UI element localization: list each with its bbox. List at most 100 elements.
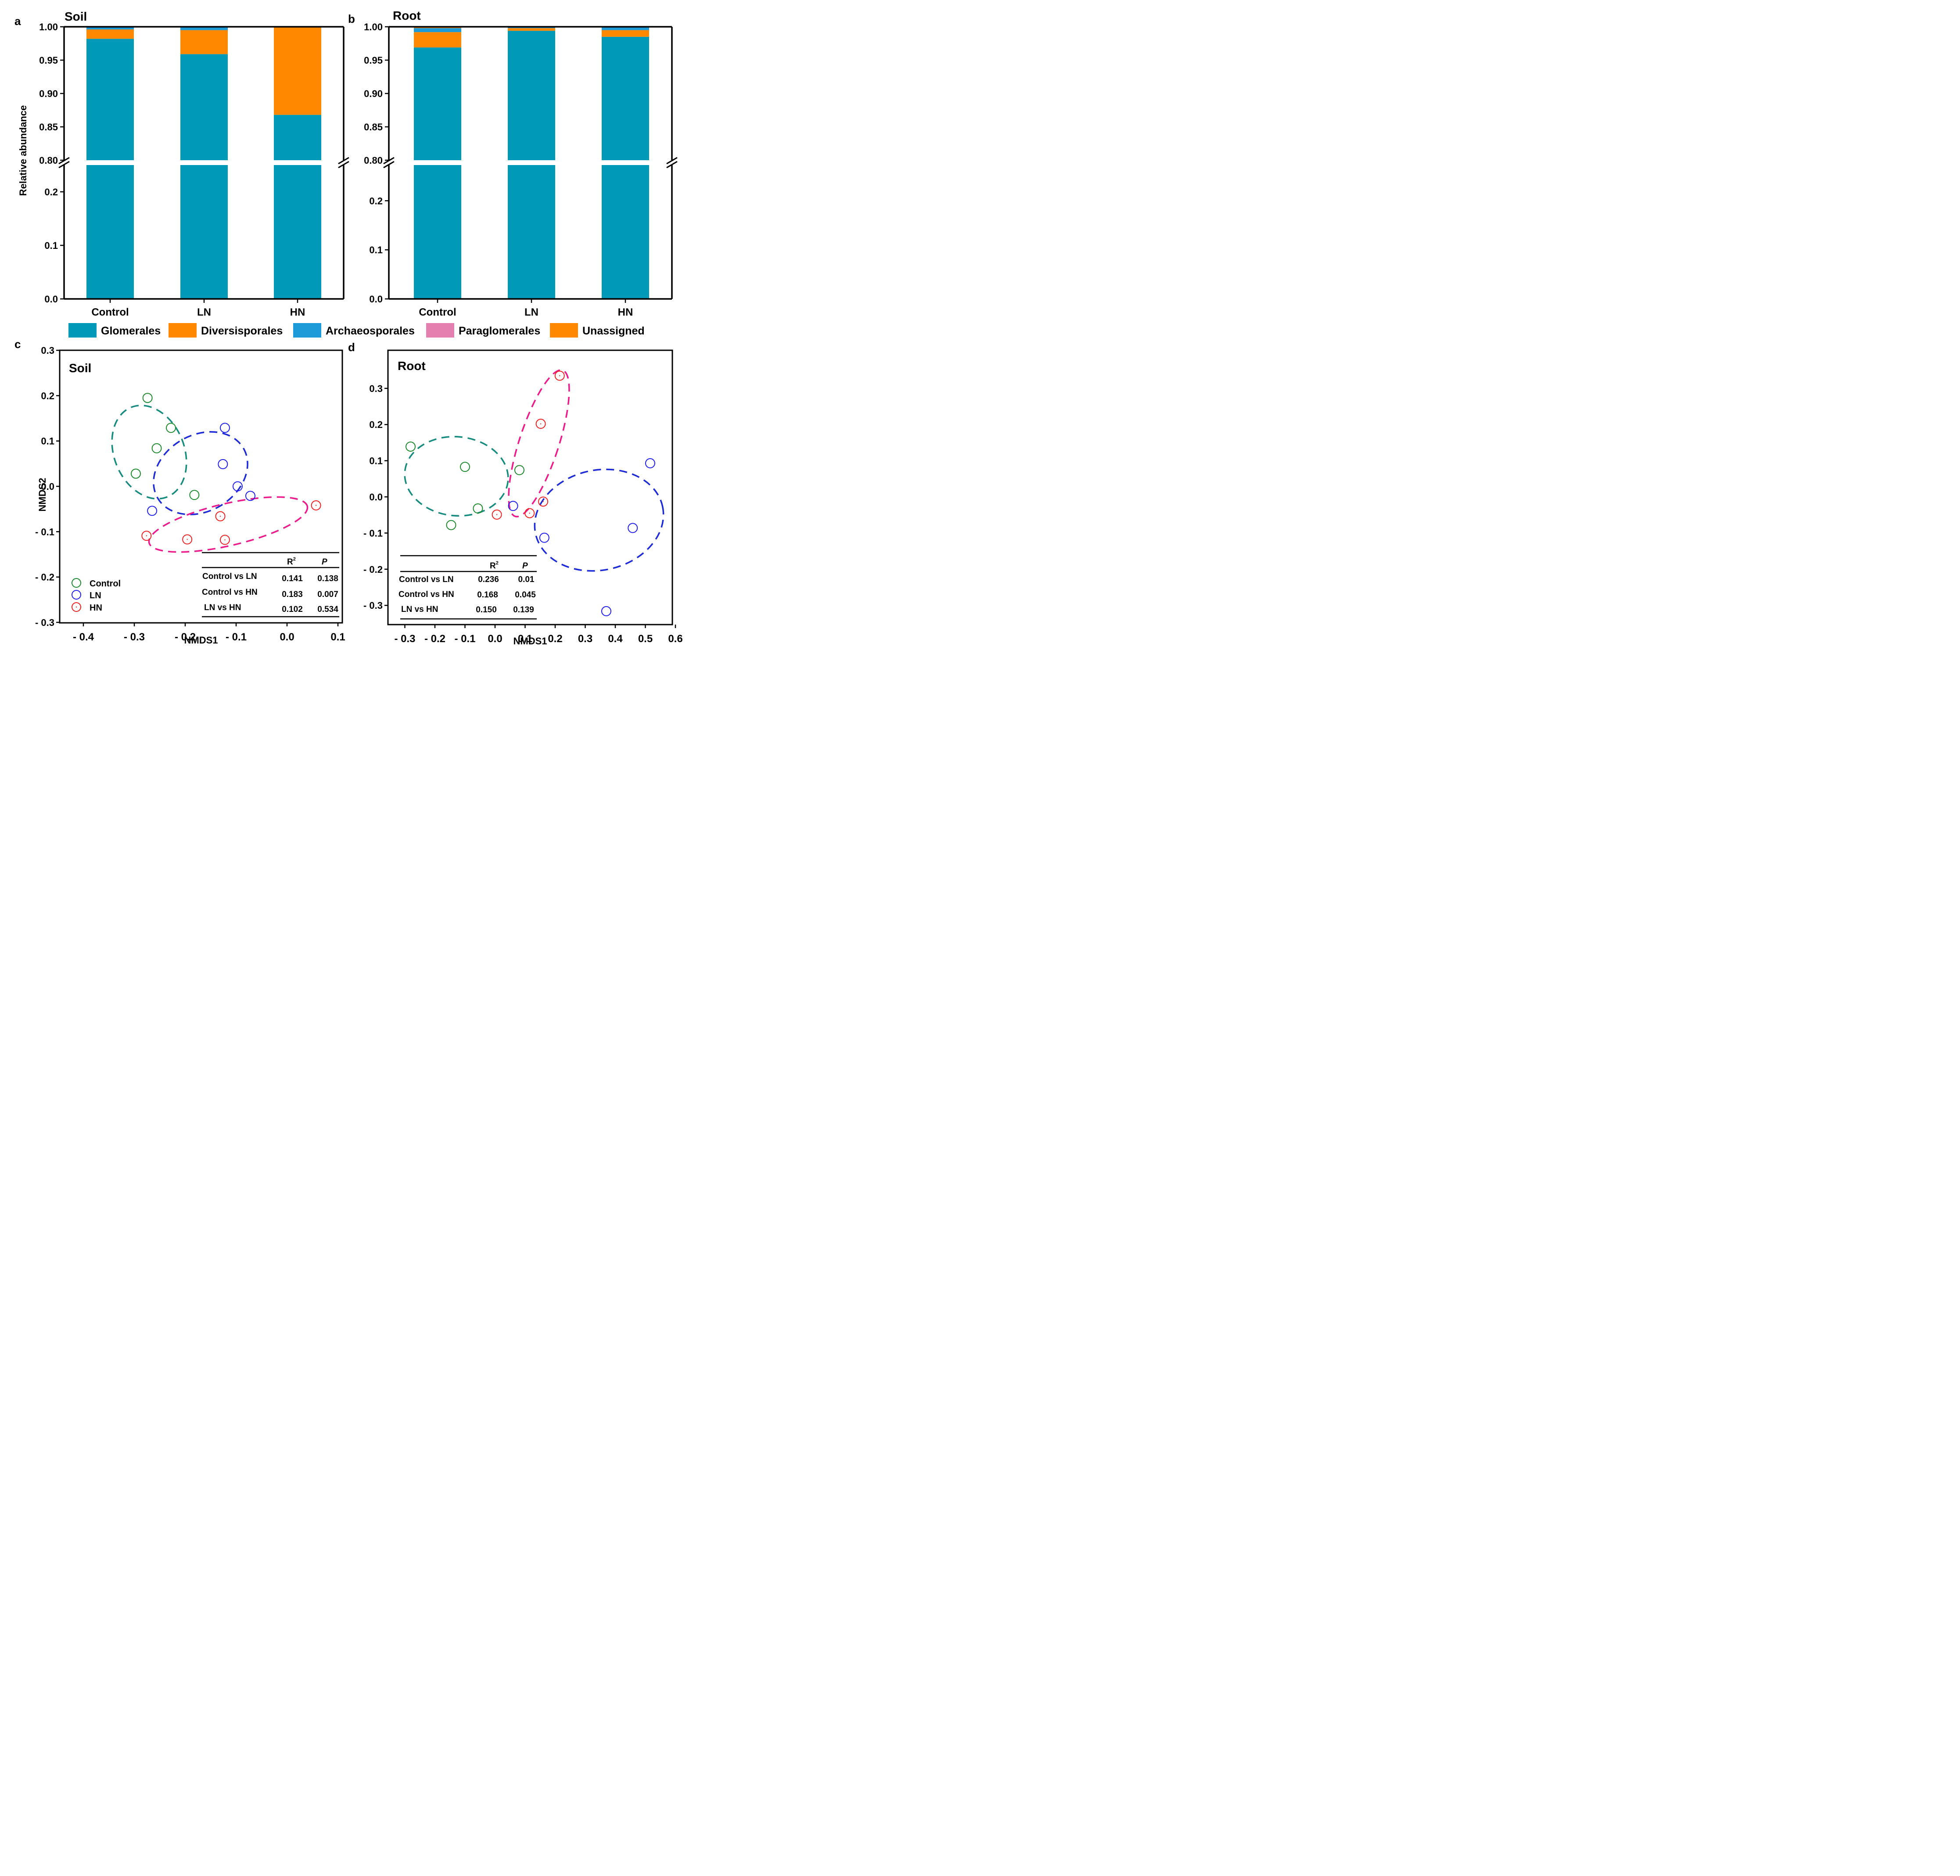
table-d-header-p: P	[522, 561, 528, 571]
legend-swatch-unassigned	[550, 323, 578, 338]
panel-a-bars	[86, 27, 321, 299]
legend-swatch-archaeosporales	[293, 323, 321, 338]
table-d-row1-r2: 0.236	[478, 575, 499, 584]
panel-d-point-ln	[645, 458, 655, 468]
panel-c-title: Soil	[69, 361, 91, 375]
panel-c-xtick-label: 0.1	[330, 631, 345, 643]
panel-c-ytick-label: - 0.2	[35, 572, 54, 583]
table-d-row2-r2: 0.168	[477, 590, 498, 600]
panel-d-xtick-label: 0.2	[548, 633, 562, 645]
panel-a-bar-diversisporales-ln	[180, 30, 228, 54]
table-d-row3-label: LN vs HN	[401, 605, 438, 614]
panel-c-ytick-label: 0.3	[41, 345, 54, 356]
panel-c-point-control	[151, 443, 162, 453]
legend-label-diversisporales: Diversisporales	[201, 325, 283, 337]
panel-c-points	[130, 393, 321, 545]
figure: a b c d Soil Relative abundance Control L…	[14, 9, 683, 647]
panel-a-break-mark	[338, 161, 349, 169]
legend-swatch-diversisporales	[169, 323, 197, 338]
panel-c-point-ln	[147, 506, 158, 516]
legend-label-unassigned: Unassigned	[582, 325, 645, 337]
panel-a-title: Soil	[65, 10, 87, 23]
panel-c-point-control	[142, 393, 153, 403]
panel-d-scatter: Root NMDS1 R2 P Control vs LN 0.236 0.01…	[387, 349, 673, 647]
panel-d-point-dot-hn	[529, 512, 530, 514]
panel-c-point-hn	[311, 500, 321, 510]
table-d-row2-label: Control vs HN	[398, 590, 454, 599]
panel-d-xlabel: NMDS1	[513, 636, 547, 647]
panel-d-ytick-label: - 0.1	[363, 528, 383, 539]
panel-b-ytick-label: 0.85	[364, 122, 383, 133]
panel-d-ytick-label: - 0.3	[363, 600, 383, 611]
panel-a-bar-archaeosporales-ln	[180, 27, 228, 30]
ellipse-hn	[148, 496, 309, 553]
panel-c-xtick-label: - 0.1	[226, 631, 247, 643]
panel-a-bar-glomerales-control	[86, 39, 134, 161]
panel-d-point-control	[460, 462, 470, 472]
legend-control-label: Control	[90, 579, 121, 589]
panel-d-point-hn	[524, 508, 535, 518]
panel-d-point-ln	[539, 532, 549, 543]
panel-a-bar-lower-glomerales-control	[86, 165, 134, 299]
panel-d-point-dot-hn	[540, 423, 542, 424]
table-c-row2-label: Control vs HN	[202, 588, 258, 597]
panel-a-ytick-label: 0.2	[44, 187, 58, 198]
legend-label-archaeosporales: Archaeosporales	[326, 325, 415, 337]
panel-b-xtick-label-hn: HN	[618, 306, 633, 318]
panel-d-point-hn	[538, 496, 549, 507]
panel-c-xtick-label: - 0.4	[73, 631, 94, 643]
panel-c-point-ln	[245, 491, 255, 501]
panel-d-ytick-label: 0.1	[369, 456, 383, 467]
panel-a-ytick-label: 1.00	[39, 22, 58, 32]
panel-c-point-ln	[232, 481, 243, 492]
table-d-header-r-text: R	[490, 561, 496, 571]
panel-d-point-hn	[554, 370, 565, 381]
panel-a-xtick-label-ln: LN	[197, 306, 211, 318]
panel-a-bar-lower-glomerales-ln	[180, 165, 228, 299]
panel-letter-d: d	[348, 341, 355, 354]
panel-d-xtick-label: 0.6	[668, 633, 682, 645]
panel-c-point-hn	[141, 531, 152, 541]
panel-d-point-dot-hn	[496, 514, 498, 515]
panel-b-bar-lower-glomerales-hn	[602, 165, 649, 299]
panel-d-frame	[387, 349, 673, 625]
panel-a-bar-archaeosporales-control	[86, 27, 134, 30]
panel-d-xtick-label: - 0.2	[424, 633, 445, 645]
table-c-header-r-text: R	[287, 557, 293, 567]
panel-d-xtick-label: 0.1	[518, 633, 532, 645]
panel-a-ytick-label: 0.0	[44, 294, 58, 305]
panel-d-point-dot-hn	[542, 501, 544, 502]
panel-c-xtick-label: - 0.2	[175, 631, 196, 643]
table-c-header-r-sup: 2	[293, 557, 296, 562]
panel-b-bar-glomerales-control	[414, 47, 461, 161]
panel-a-ytick-label: 0.1	[44, 240, 58, 251]
panel-a-ytick-label: 0.95	[39, 55, 58, 66]
panel-b-ytick-label: 0.95	[364, 55, 383, 66]
table-c-row2-p: 0.007	[317, 590, 338, 599]
panel-d-xtick-label: 0.4	[608, 633, 623, 645]
table-c-header-r: R2	[287, 557, 296, 567]
panel-a-axes: Control LN HN 0.80 0.85 0.90 0.95 1.00 0.0 0.1 0.2	[39, 22, 349, 318]
panel-d-point-hn	[535, 419, 546, 429]
panel-c-ylabel: NMDS2	[37, 478, 48, 511]
panel-a-bar-glomerales-hn	[274, 115, 321, 160]
panel-a-bar-diversisporales-control	[86, 29, 134, 39]
panel-c-point-ln	[218, 459, 228, 469]
panel-b-ytick-label: 0.80	[364, 155, 383, 166]
table-d-header-r: R2	[490, 561, 499, 571]
panel-d-point-ln	[628, 523, 638, 533]
table-d-row1-label: Control vs LN	[399, 575, 454, 584]
ellipse-control	[111, 404, 187, 500]
panel-c-point-dot-hn	[219, 515, 221, 517]
panel-a-bar-glomerales-ln	[180, 54, 228, 160]
panel-b-axes: Control LN HN 0.80 0.85 0.90 0.95 1.00 0.0 0.1 0.2	[364, 22, 678, 318]
panel-c-xlabel: NMDS1	[184, 635, 218, 646]
panel-d-point-control	[406, 441, 416, 452]
panel-b-xtick-label-control: Control	[419, 306, 456, 318]
panel-b-bar-diversisporales-hn	[602, 30, 649, 37]
panel-letter-b: b	[348, 12, 355, 25]
panel-c-ytick-label: 0.1	[41, 436, 54, 447]
panel-b-break-mark	[666, 161, 678, 169]
panel-letter-a: a	[14, 14, 21, 28]
table-c-row1-label: Control vs LN	[202, 572, 257, 581]
